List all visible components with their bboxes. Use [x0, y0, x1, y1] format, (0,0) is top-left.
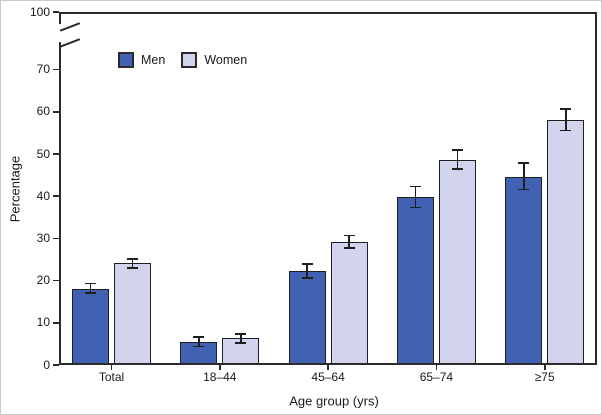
error-bar-cap-bottom-men-3 — [409, 206, 421, 209]
x-axis-tick — [327, 365, 329, 370]
error-bar-cap-top-men-2 — [301, 263, 313, 266]
error-bar-cap-bottom-men-2 — [301, 276, 313, 279]
y-axis-tick-label: 50 — [36, 146, 50, 161]
error-bar-whisker-men-4 — [522, 162, 525, 190]
error-bar-whisker-men-2 — [306, 264, 308, 278]
error-bar-cap-top-women-2 — [343, 234, 355, 237]
x-axis-title: Age group (yrs) — [289, 393, 379, 409]
y-axis-tick-label: 30 — [36, 230, 50, 245]
error-bar-cap-bottom-women-4 — [560, 129, 572, 132]
y-axis-tick — [53, 237, 59, 240]
error-bar-whisker-women-2 — [348, 235, 350, 249]
error-bar-cap-top-women-1 — [235, 332, 247, 335]
x-axis-tick — [543, 365, 546, 370]
legend: Men Women — [118, 52, 247, 68]
error-bar-whisker-women-4 — [564, 109, 567, 131]
y-axis-tick-label: 20 — [36, 273, 50, 288]
x-axis-tick — [110, 365, 113, 370]
y-axis-tick — [53, 279, 59, 282]
error-bar-cap-top-men-3 — [409, 185, 421, 188]
error-bar-cap-bottom-men-4 — [518, 188, 530, 191]
plot-area — [59, 12, 597, 365]
y-axis-tick-label: 40 — [36, 188, 50, 203]
bar-men-2 — [288, 270, 326, 365]
x-axis-category-label: 45–64 — [311, 370, 345, 384]
error-bar-cap-bottom-men-1 — [193, 345, 205, 348]
legend-label: Women — [204, 53, 248, 67]
error-bar-whisker-women-3 — [456, 149, 459, 170]
error-bar-cap-top-men-1 — [193, 336, 205, 339]
bar-men-4 — [505, 176, 543, 365]
legend-label: Men — [141, 53, 166, 67]
bar-women-3 — [438, 159, 476, 365]
x-axis-tick — [435, 365, 438, 370]
legend-swatch-men — [118, 52, 134, 68]
error-bar-whisker-men-3 — [414, 186, 417, 208]
y-axis-tick-label: 0 — [43, 357, 50, 372]
error-bar-cap-bottom-women-2 — [343, 247, 355, 249]
y-axis-title: Percentage — [7, 155, 23, 223]
error-bar-whisker-men-0 — [89, 283, 92, 294]
y-axis-tick-label: 60 — [36, 104, 50, 119]
y-axis-tick — [53, 153, 59, 155]
error-bar-cap-top-men-0 — [85, 282, 96, 285]
y-axis-tick — [53, 68, 59, 71]
y-axis-tick — [53, 195, 59, 198]
y-axis-tick-label: 10 — [36, 315, 50, 330]
legend-item-men: Men — [118, 52, 165, 68]
error-bar-cap-bottom-women-1 — [235, 342, 247, 344]
y-axis-tick-label: 100 — [29, 4, 50, 19]
y-axis-tick-label: 70 — [36, 62, 50, 77]
error-bar-whisker-women-0 — [131, 258, 134, 268]
bar-women-2 — [330, 241, 368, 365]
error-bar-cap-top-women-4 — [560, 108, 572, 111]
legend-item-women: Women — [181, 52, 247, 68]
bar-men-3 — [396, 197, 434, 365]
y-axis-tick — [53, 364, 59, 366]
error-bar-cap-bottom-men-0 — [85, 292, 96, 295]
y-axis-break-gap — [58, 23, 63, 42]
error-bar-cap-bottom-women-3 — [451, 168, 463, 171]
bar-women-4 — [547, 120, 585, 365]
error-bar-cap-top-men-4 — [518, 162, 530, 164]
error-bar-whisker-men-1 — [197, 337, 200, 347]
x-axis-tick — [218, 365, 221, 370]
error-bar-cap-bottom-women-0 — [127, 267, 138, 269]
x-axis-category-label: ≥75 — [534, 370, 555, 384]
error-bar-cap-top-women-3 — [451, 148, 463, 151]
bar-women-0 — [114, 263, 151, 365]
legend-swatch-women — [181, 52, 198, 68]
error-bar-whisker-women-1 — [239, 333, 242, 344]
y-axis-tick — [53, 110, 59, 113]
x-axis-category-label: 65–74 — [419, 370, 454, 384]
bar-men-0 — [72, 288, 109, 365]
y-axis-tick — [53, 11, 59, 13]
error-bar-cap-top-women-0 — [127, 257, 138, 260]
x-axis-category-label: 18–44 — [203, 370, 237, 384]
x-axis-category-label: Total — [98, 370, 125, 384]
y-axis-tick — [53, 321, 59, 324]
